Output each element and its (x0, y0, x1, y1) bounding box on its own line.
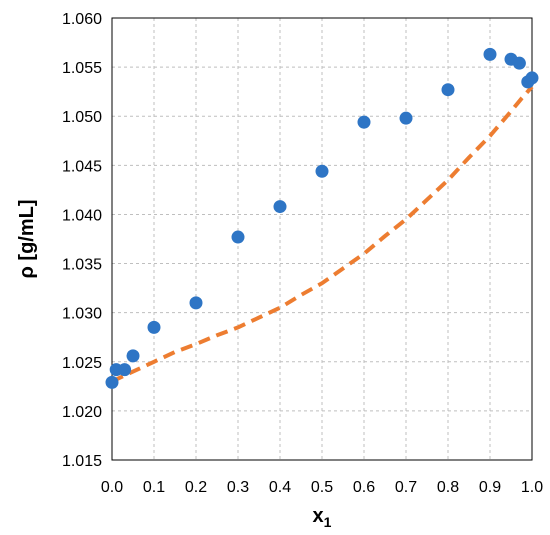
y-tick-label: 1.055 (62, 60, 102, 77)
x-tick-label: 0.9 (479, 479, 501, 496)
y-tick-label: 1.030 (62, 306, 102, 323)
data-point (441, 83, 455, 97)
data-point (525, 71, 539, 85)
y-tick-label: 1.035 (62, 257, 102, 274)
grid (112, 18, 532, 460)
data-point (357, 115, 371, 129)
data-point (315, 164, 329, 178)
x-tick-label: 0.7 (395, 479, 417, 496)
y-tick-label: 1.045 (62, 158, 102, 175)
x-axis-title: x1 (313, 505, 332, 530)
plot-frame (111, 17, 533, 461)
y-tick-label: 1.025 (62, 355, 102, 372)
x-tick-label: 0.8 (437, 479, 459, 496)
data-point (118, 363, 132, 377)
x-tick-label: 0.3 (227, 479, 249, 496)
y-tick-label: 1.040 (62, 207, 102, 224)
data-point (189, 296, 203, 310)
y-tick-labels: 1.015 1.020 1.025 1.030 1.035 1.040 1.045 1.050… (62, 11, 102, 470)
data-point (231, 230, 245, 244)
y-axis-title: ρ [g/mL] (16, 199, 38, 278)
y-tick-label: 1.060 (62, 11, 102, 28)
x-tick-label: 1.0 (521, 479, 543, 496)
y-tick-label: 1.015 (62, 453, 102, 470)
data-point (126, 349, 140, 363)
data-point (399, 111, 413, 125)
series-layer (105, 47, 539, 389)
x-tick-label: 0.0 (101, 479, 123, 496)
x-tick-label: 0.1 (143, 479, 165, 496)
data-point (512, 56, 526, 70)
x-tick-label: 0.2 (185, 479, 207, 496)
x-tick-label: 0.4 (269, 479, 291, 496)
x-tick-label: 0.6 (353, 479, 375, 496)
y-tick-label: 1.020 (62, 404, 102, 421)
data-point (105, 375, 119, 389)
series-line (111, 85, 534, 384)
y-tick-label: 1.050 (62, 109, 102, 126)
x-tick-labels: 0.0 0.1 0.2 0.3 0.4 0.5 0.6 0.7 0.8 0.9 1.0 (101, 479, 543, 496)
data-point (273, 200, 287, 214)
data-point (147, 320, 161, 334)
x-tick-label: 0.5 (311, 479, 333, 496)
data-point (483, 47, 497, 61)
x-axis-title-subscript: 1 (324, 514, 332, 530)
